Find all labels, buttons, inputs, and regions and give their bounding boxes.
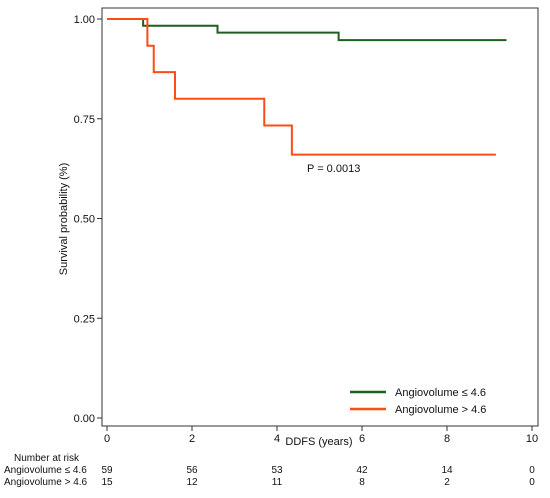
x-tick-label: 0	[104, 433, 110, 445]
survival-curve-line	[107, 18, 507, 42]
risk-count: 15	[101, 477, 113, 488]
p-value-annotation: P = 0.0013	[307, 163, 360, 175]
x-axis-label: DDFS (years)	[285, 436, 352, 448]
risk-count: 42	[356, 465, 368, 476]
legend-label: Angiovolume ≤ 4.6	[395, 387, 486, 399]
y-tick-label: 0.50	[74, 214, 95, 226]
risk-count: 14	[441, 465, 453, 476]
y-tick-label: 0.00	[74, 413, 95, 425]
legend: Angiovolume ≤ 4.6 Angiovolume > 4.6	[350, 387, 486, 416]
risk-count: 12	[186, 477, 198, 488]
survival-curve-line	[107, 18, 496, 156]
risk-count: 8	[359, 477, 365, 488]
risk-count: 56	[186, 465, 198, 476]
risk-row-label: Angiovolume ≤ 4.6	[4, 465, 87, 476]
y-tick-label: 0.25	[74, 313, 95, 325]
survival-curves	[107, 18, 507, 156]
risk-row-label: Angiovolume > 4.6	[4, 477, 88, 488]
risk-count: 11	[272, 477, 283, 488]
risk-count: 53	[271, 465, 283, 476]
x-tick-label: 6	[359, 433, 365, 445]
x-tick-label: 2	[189, 433, 195, 445]
y-tick-label: 1.00	[74, 14, 95, 26]
axes: 0.00 0.25 0.50 0.75 1.00 0 2 4 6 8 10	[74, 7, 539, 445]
risk-count: 2	[444, 477, 450, 488]
y-tick-label: 0.75	[74, 114, 95, 126]
x-tick-label: 8	[444, 433, 450, 445]
risk-table-title: Number at risk	[14, 453, 80, 464]
plot-frame	[101, 7, 539, 427]
y-axis-label: Survival probability (%)	[58, 163, 70, 275]
x-tick-label: 4	[274, 433, 280, 445]
risk-count: 0	[529, 465, 535, 476]
x-tick-label: 10	[526, 433, 538, 445]
legend-label: Angiovolume > 4.6	[395, 404, 486, 416]
risk-count: 59	[101, 465, 113, 476]
risk-count: 0	[529, 477, 535, 488]
